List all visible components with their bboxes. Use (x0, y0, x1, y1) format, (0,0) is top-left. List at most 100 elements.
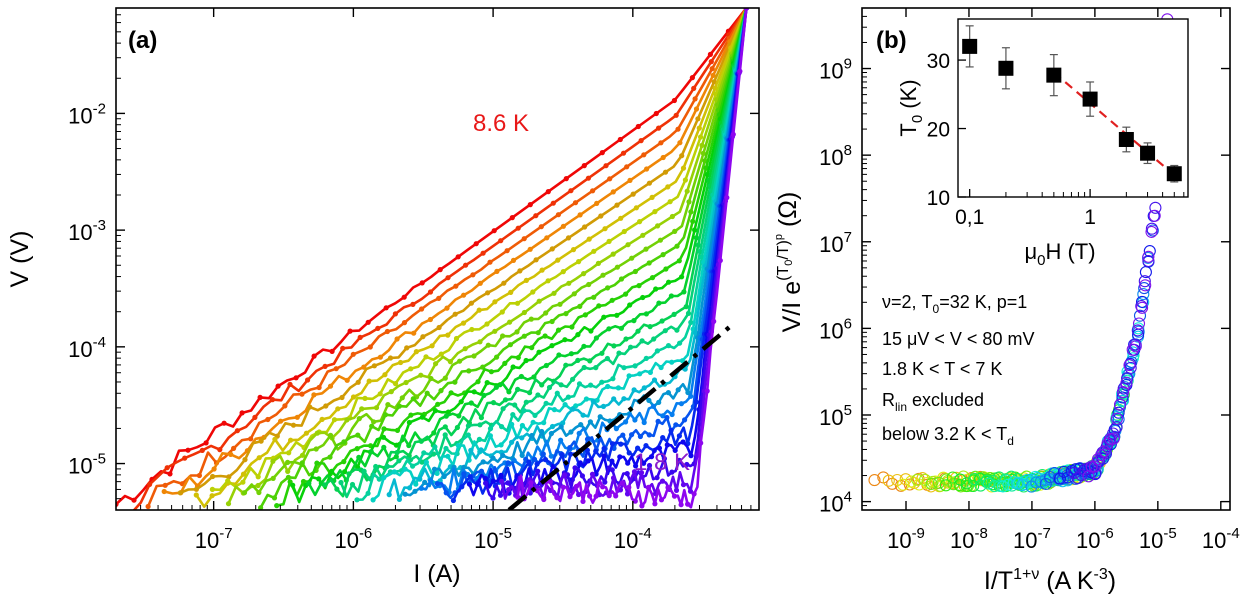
iv-point (690, 218, 696, 224)
collapse-marker (1129, 340, 1142, 353)
collapse-marker (1146, 224, 1159, 237)
iv-point (632, 498, 638, 504)
iv-point (730, 131, 736, 137)
inset-fit-line (1053, 71, 1175, 176)
iv-point (465, 423, 471, 429)
iv-point (493, 384, 499, 390)
iv-point (203, 440, 209, 446)
iv-point (623, 336, 629, 342)
iv-point (686, 199, 692, 205)
iv-point (532, 412, 538, 418)
collapse-marker (1133, 309, 1147, 322)
iv-point (660, 154, 666, 161)
iv-point (688, 393, 694, 399)
iv-point (474, 481, 480, 487)
iv-point (487, 426, 494, 432)
iv-point (333, 366, 339, 372)
iv-point (478, 468, 485, 474)
iv-point (709, 66, 715, 72)
iv-point (602, 226, 608, 232)
iv-point (601, 453, 607, 459)
iv-point (418, 438, 424, 444)
iv-curve-10 (276, 8, 748, 507)
collapse-marker (1089, 467, 1102, 480)
collapse-marker (1135, 295, 1149, 308)
iv-point (627, 177, 633, 183)
iv-point (655, 418, 661, 424)
iv-point (514, 329, 520, 335)
iv-point (555, 327, 562, 333)
iv-point (540, 451, 546, 457)
collapse-marker (932, 476, 945, 489)
iv-point (300, 478, 307, 485)
iv-point (370, 497, 376, 503)
collapse-marker (1145, 225, 1158, 238)
iv-point (613, 493, 619, 499)
iv-point (443, 413, 449, 419)
inset-y-tick-label-0: 10 (927, 187, 950, 210)
iv-point (506, 487, 512, 493)
iv-point (288, 437, 294, 443)
iv-point (510, 257, 517, 263)
iv-point (695, 242, 701, 248)
iv-point (591, 248, 597, 254)
iv-point (396, 496, 402, 502)
inset-x-tick-label-1: 1 (1084, 206, 1096, 229)
iv-point (506, 389, 512, 395)
iv-point (639, 338, 645, 344)
iv-point (620, 432, 626, 438)
iv-point (248, 436, 254, 442)
iv-point (423, 459, 429, 465)
inset-y-tick-label-1: 20 (927, 119, 950, 142)
panel-b-collapse-markers (868, 13, 1174, 493)
iv-point (434, 470, 440, 476)
iv-point (408, 412, 414, 418)
collapse-marker (1142, 254, 1155, 268)
collapse-marker (968, 473, 981, 486)
iv-point (614, 202, 620, 208)
iv-point (407, 485, 413, 491)
iv-point (509, 421, 515, 427)
iv-point (626, 484, 632, 490)
iv-point (460, 320, 467, 326)
iv-point (488, 369, 494, 375)
iv-point (461, 464, 467, 470)
iv-point (708, 59, 714, 65)
panel-b-y-tick-label-5: 109 (819, 56, 852, 84)
iv-point (589, 471, 596, 477)
panel-b-x-tick-label-3: 10-6 (1076, 525, 1114, 553)
iv-point (698, 440, 704, 446)
collapse-marker (982, 477, 995, 490)
iv-point (579, 473, 586, 479)
iv-point (527, 390, 533, 396)
iv-point (641, 460, 647, 466)
collapse-marker (1139, 279, 1152, 292)
iv-point (228, 451, 234, 457)
iv-point (350, 394, 357, 400)
iv-point (161, 488, 167, 495)
iv-point (406, 419, 412, 426)
iv-point (618, 441, 624, 447)
iv-point (664, 414, 670, 421)
iv-point (239, 410, 245, 416)
iv-point (499, 478, 505, 484)
inset-y-axis-label: T0 (K) (896, 79, 926, 136)
iv-point (671, 97, 678, 104)
iv-point (593, 448, 599, 454)
iv-point (698, 134, 704, 140)
iv-point (547, 479, 554, 485)
iv-point (242, 457, 248, 463)
iv-point (453, 335, 460, 342)
iv-point (631, 318, 637, 324)
iv-point (627, 302, 633, 308)
iv-point (595, 260, 602, 266)
iv-point (539, 382, 545, 388)
iv-point (499, 309, 505, 315)
iv-point (619, 480, 625, 486)
iv-point (303, 430, 309, 436)
iv-point (685, 310, 692, 316)
iv-point (305, 377, 311, 383)
iv-point (607, 176, 613, 182)
iv-point (241, 490, 248, 496)
